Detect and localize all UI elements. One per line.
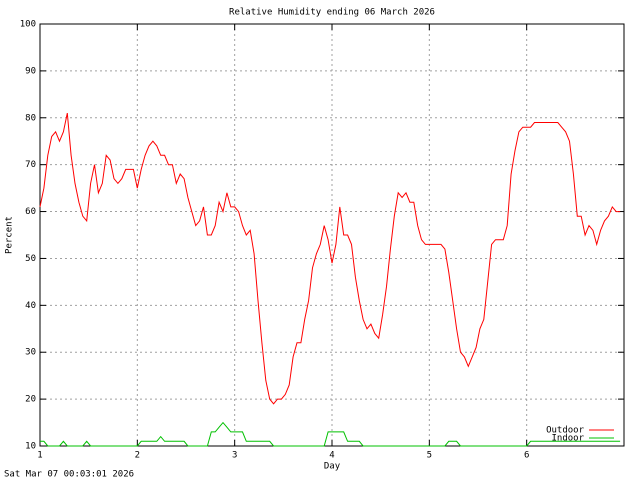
- y-tick-label: 90: [25, 66, 36, 76]
- data-line: [40, 421, 621, 447]
- x-tick-label: 1: [37, 451, 42, 461]
- x-tick-label: 3: [232, 451, 237, 461]
- y-tick-label: 10: [25, 442, 36, 452]
- y-tick-label: 30: [25, 348, 36, 358]
- y-tick-label: 20: [25, 395, 36, 405]
- x-tick-label: 4: [329, 451, 334, 461]
- y-tick-label: 50: [25, 254, 36, 264]
- y-tick-label: 40: [25, 301, 36, 311]
- y-tick-label: 80: [25, 113, 36, 123]
- y-tick-label: 60: [25, 207, 36, 217]
- y-tick-label: 100: [20, 20, 36, 30]
- y-tick-label: 70: [25, 160, 36, 170]
- x-tick-label: 6: [524, 451, 529, 461]
- legend-label: Indoor: [551, 434, 584, 444]
- y-axis-label: Percent: [5, 216, 15, 254]
- x-axis-label: Day: [324, 462, 341, 472]
- footer: Sat Mar 07 00:03:01 2026: [4, 470, 134, 480]
- legend-label: Outdoor: [546, 426, 585, 436]
- chart-title: Relative Humidity ending 06 March 2026: [229, 8, 435, 18]
- data-line: [39, 112, 621, 405]
- plot-border: [39, 23, 625, 447]
- x-tick-label: 5: [427, 451, 432, 461]
- x-tick-label: 2: [135, 451, 140, 461]
